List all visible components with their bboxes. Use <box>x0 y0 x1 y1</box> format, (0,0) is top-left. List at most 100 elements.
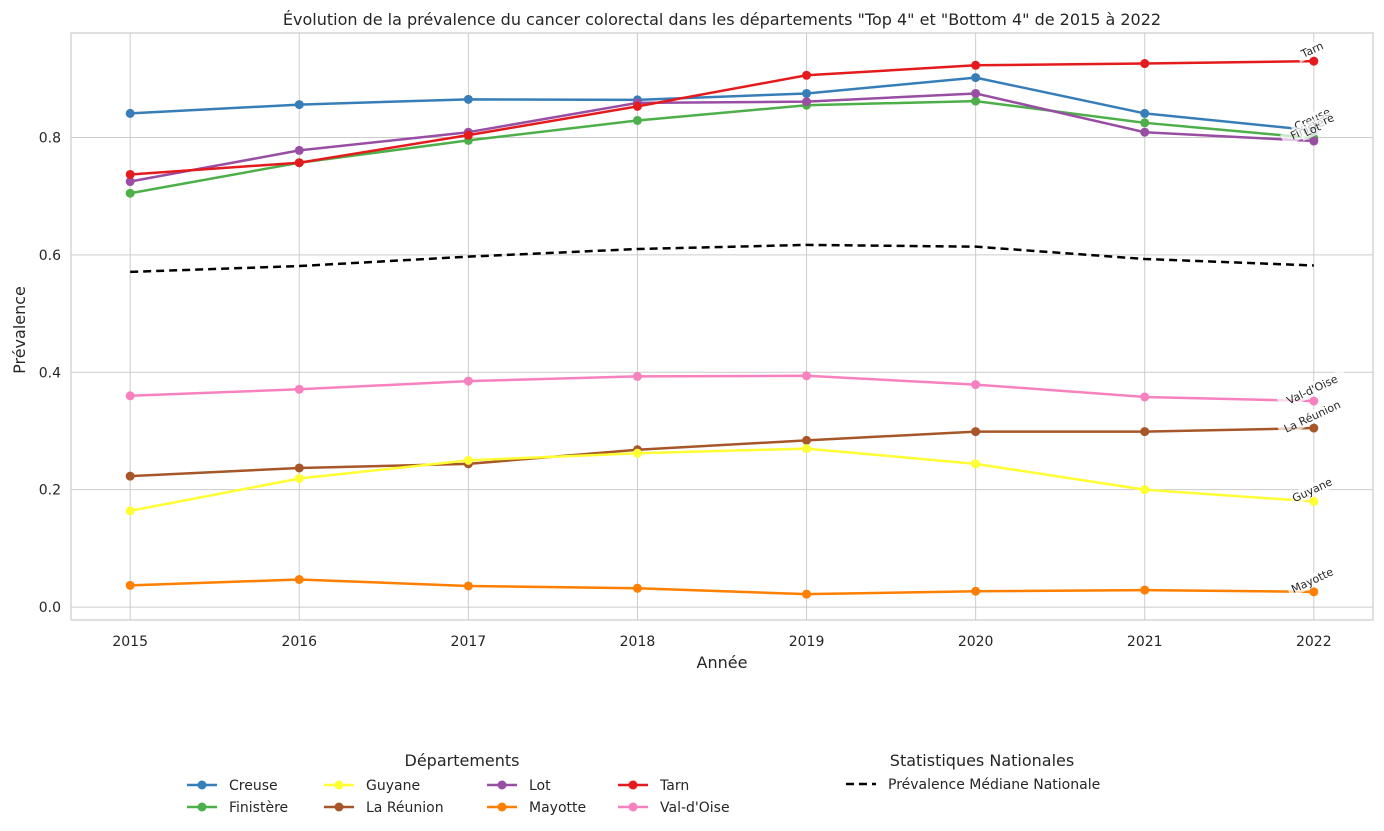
legend-item-creuse: Creuse <box>187 778 278 794</box>
y-tick-label: 0.2 <box>39 483 61 499</box>
legend-swatch-marker <box>334 780 344 790</box>
data-point-mayotte <box>802 589 812 599</box>
end-label-background <box>1276 368 1348 411</box>
data-point-mayotte <box>294 574 304 584</box>
data-point-la-reunion <box>294 463 304 473</box>
data-point-guyane <box>971 459 981 469</box>
data-point-val-d-oise <box>125 391 135 401</box>
data-point-creuse <box>463 94 473 104</box>
data-point-la-reunion <box>125 471 135 481</box>
data-point-val-d-oise <box>1140 392 1150 402</box>
series-line-lot <box>129 92 1314 183</box>
series-line-guyane <box>129 447 1314 513</box>
data-point-creuse <box>802 88 812 98</box>
data-point-la-reunion <box>1309 423 1319 433</box>
data-point-tarn <box>463 130 473 140</box>
data-point-val-d-oise <box>632 371 642 381</box>
data-point-guyane <box>463 455 473 465</box>
series-mayotte <box>125 574 1319 599</box>
data-point-tarn <box>125 169 135 179</box>
data-point-tarn <box>1140 59 1150 69</box>
series-line-finistere <box>129 99 1314 195</box>
y-tick-label: 0.4 <box>39 365 61 381</box>
end-label-background <box>1297 118 1327 142</box>
data-point-guyane <box>802 444 812 454</box>
data-point-val-d-oise <box>971 380 981 390</box>
legend-swatch-marker <box>197 780 207 790</box>
data-point-guyane <box>1309 496 1319 506</box>
legend-swatch-marker <box>334 802 344 812</box>
legend-swatch-marker <box>497 780 507 790</box>
legend-item-label: Creuse <box>229 778 278 794</box>
data-point-guyane <box>1140 485 1150 495</box>
series-line-creuse <box>130 76 1314 132</box>
data-point-mayotte <box>1140 585 1150 595</box>
data-point-val-d-oise <box>463 376 473 386</box>
legend-item-label: Mayotte <box>529 800 586 816</box>
legend-national: Statistiques Nationales Prévalence Média… <box>846 751 1100 793</box>
x-tick-label: 2017 <box>451 634 487 650</box>
legend-item-label: Lot <box>529 778 551 794</box>
data-point-val-d-oise <box>802 371 812 381</box>
y-tick-label: 0.0 <box>39 600 61 616</box>
data-point-la-reunion <box>971 427 981 437</box>
data-point-creuse <box>1140 108 1150 118</box>
legend-item-guyane: Guyane <box>324 778 420 794</box>
data-point-la-reunion <box>802 435 812 445</box>
x-tick-label: 2018 <box>620 634 656 650</box>
legend-item-label: Tarn <box>659 778 689 794</box>
data-point-finistere <box>1140 118 1150 128</box>
data-point-guyane <box>632 448 642 458</box>
x-tick-label: 2021 <box>1127 634 1163 650</box>
legend-item-label: Prévalence Médiane Nationale <box>888 777 1100 793</box>
legend-item-mayotte: Mayotte <box>487 800 586 816</box>
data-point-creuse <box>294 100 304 110</box>
series-la-reunion <box>125 423 1319 481</box>
data-point-lot <box>1140 127 1150 137</box>
x-tick-label: 2020 <box>958 634 994 650</box>
series-tarn <box>125 56 1319 179</box>
data-point-mayotte <box>463 581 473 591</box>
data-point-finistere <box>971 96 981 106</box>
x-axis-title: Année <box>697 653 748 672</box>
x-tick-label: 2022 <box>1296 634 1332 650</box>
data-point-lot <box>1309 136 1319 146</box>
series-line-la-reunion <box>130 426 1314 478</box>
data-point-mayotte <box>971 586 981 596</box>
x-tick-label: 2016 <box>281 634 317 650</box>
series-line-val-d-oise <box>130 374 1314 403</box>
data-point-tarn <box>632 101 642 111</box>
y-tick-label: 0.8 <box>39 130 61 146</box>
series-line-median <box>130 243 1314 274</box>
chart-title: Évolution de la prévalence du cancer col… <box>283 10 1161 29</box>
data-point-mayotte <box>1309 587 1319 597</box>
series-layer <box>125 56 1319 599</box>
plot-area-frame <box>70 32 1374 621</box>
end-label-background <box>1294 37 1330 63</box>
tick-labels: 2015 2016 2017 2018 2019 2020 2021 2022 0.0 0.2 0.… <box>39 130 1332 650</box>
data-point-creuse <box>125 108 135 118</box>
data-point-lot <box>294 145 304 155</box>
data-point-lot <box>125 177 135 187</box>
data-point-mayotte <box>632 583 642 593</box>
legend-item-lot: Lot <box>487 778 551 794</box>
data-point-val-d-oise <box>294 384 304 394</box>
legend-departments-title: Départements <box>405 751 520 770</box>
legend-item-tarn: Tarn <box>618 778 689 794</box>
series-line-tarn <box>130 59 1314 176</box>
data-point-tarn <box>802 70 812 80</box>
legend-swatch-marker <box>497 802 507 812</box>
data-point-lot <box>802 97 812 107</box>
y-tick-label: 0.6 <box>39 248 61 264</box>
legend-item-label: Guyane <box>366 778 420 794</box>
legend-item-la-reunion: La Réunion <box>324 800 444 816</box>
legend-item-median: Prévalence Médiane Nationale <box>846 777 1100 793</box>
x-tick-label: 2019 <box>789 634 825 650</box>
data-point-finistere <box>125 188 135 198</box>
series-guyane <box>125 444 1319 516</box>
data-point-lot <box>971 88 981 98</box>
data-point-guyane <box>125 506 135 516</box>
y-axis-title: Prévalence <box>10 286 29 374</box>
legend-departments: Départements Creuse Finistère Guyane La Réu… <box>187 751 730 816</box>
